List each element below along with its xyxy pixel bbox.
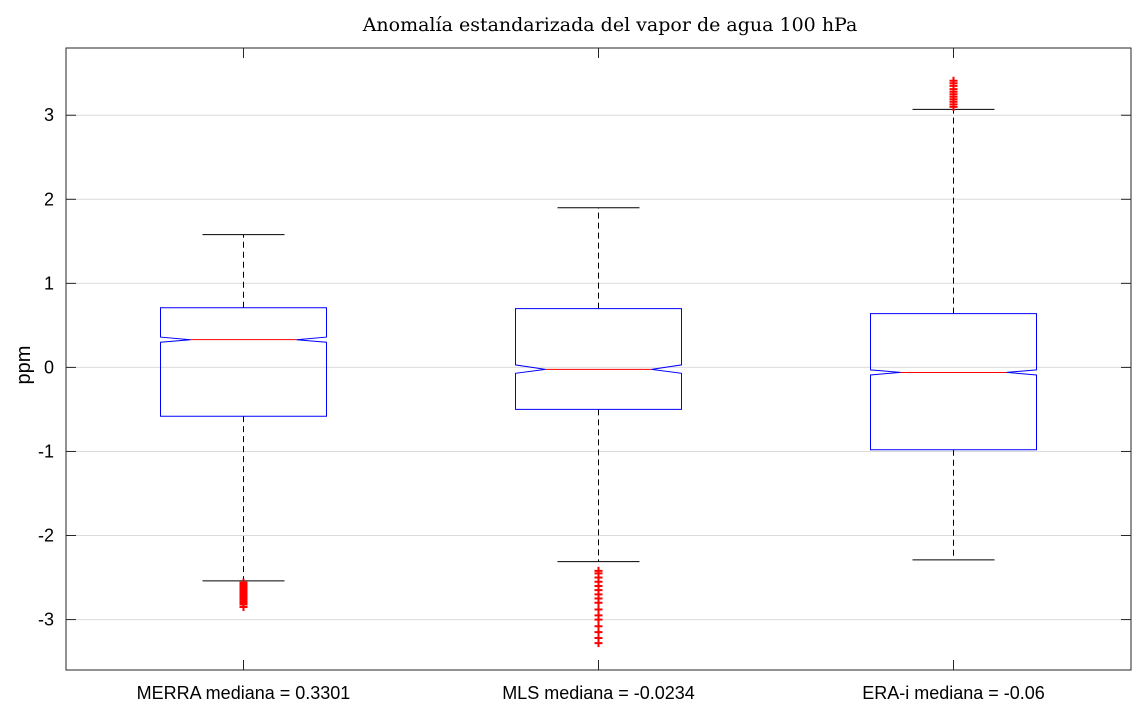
y-tick-label: 2 (44, 189, 54, 209)
y-axis-label: ppm (13, 346, 35, 385)
outlier-point (594, 598, 603, 607)
x-category-label: ERA-i mediana = -0.06 (862, 683, 1045, 703)
y-tick-label: -1 (38, 441, 54, 461)
outlier-point (239, 602, 248, 611)
chart-title: Anomalía estandarizada del vapor de agua… (362, 14, 858, 36)
y-tick-label: 1 (44, 273, 54, 293)
outlier-point (594, 615, 603, 624)
y-tick-label: 3 (44, 105, 54, 125)
y-tick-label: -3 (38, 610, 54, 630)
notched-box (160, 307, 327, 417)
x-category-label: MERRA mediana = 0.3301 (137, 683, 351, 703)
y-tick-label: -2 (38, 526, 54, 546)
boxes-layer (160, 76, 1037, 648)
outlier-point (949, 76, 958, 85)
box-group (160, 234, 327, 611)
axes-layer: -3 -2 -1 0 1 2 3 MERRA mediana = 0.3301 MLS medi… (38, 47, 1132, 703)
box-group (515, 207, 682, 648)
box-group (870, 76, 1037, 561)
notched-box (870, 313, 1037, 451)
y-tick-label: 0 (44, 357, 54, 377)
outlier-point (594, 639, 603, 648)
notched-box (515, 308, 682, 410)
x-category-label: MLS mediana = -0.0234 (502, 683, 695, 703)
